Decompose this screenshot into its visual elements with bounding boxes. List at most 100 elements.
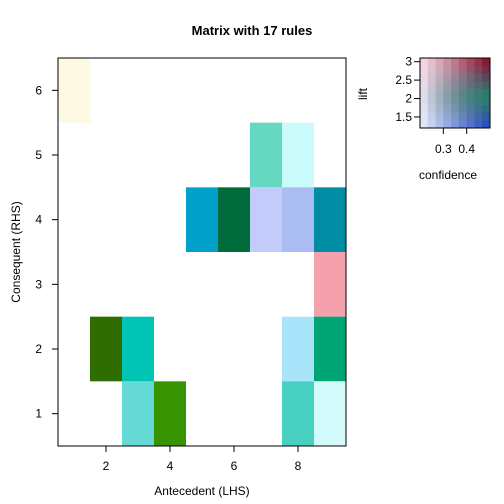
legend-swatch: [474, 96, 483, 105]
legend-swatch: [474, 58, 483, 67]
legend-swatch: [466, 104, 475, 113]
legend-swatch: [474, 65, 483, 74]
chart-title: Matrix with 17 rules: [192, 23, 313, 38]
rule-cell: [282, 316, 314, 382]
x-tick-label: 4: [167, 459, 174, 473]
rule-cell: [218, 187, 250, 252]
legend-swatch: [420, 120, 429, 129]
legend-swatch: [466, 81, 475, 90]
legend-swatch: [443, 89, 452, 98]
legend-swatch: [451, 120, 460, 129]
legend-swatch: [482, 65, 491, 74]
rule-cell: [250, 187, 282, 252]
legend-swatch: [482, 73, 491, 82]
color-key-legend: 0.3 0.4 1.5 2 2.5 3 confidence lift: [356, 55, 491, 182]
legend-swatch: [420, 112, 429, 121]
legend-swatch: [474, 73, 483, 82]
legend-swatch: [443, 81, 452, 90]
rule-cell: [58, 58, 90, 123]
rule-cell: [282, 381, 314, 446]
legend-swatch: [451, 104, 460, 113]
legend-swatch: [466, 96, 475, 105]
legend-swatch: [451, 81, 460, 90]
legend-swatch: [458, 104, 467, 113]
legend-y-tick-label: 2: [405, 92, 412, 106]
legend-swatch: [435, 104, 444, 113]
legend-swatch: [427, 120, 436, 129]
legend-swatch: [443, 73, 452, 82]
rule-cell: [314, 252, 346, 317]
x-tick-label: 2: [103, 459, 110, 473]
legend-swatch: [466, 89, 475, 98]
legend-swatch: [458, 112, 467, 121]
legend-swatch: [451, 112, 460, 121]
legend-swatch: [474, 81, 483, 90]
legend-swatch: [451, 96, 460, 105]
legend-swatch: [466, 73, 475, 82]
legend-swatch: [482, 112, 491, 121]
legend-color-grid: [420, 58, 491, 129]
legend-swatch: [482, 104, 491, 113]
legend-swatch: [427, 112, 436, 121]
legend-swatch: [443, 104, 452, 113]
legend-swatch: [435, 58, 444, 67]
legend-swatch: [443, 96, 452, 105]
legend-swatch: [466, 58, 475, 67]
legend-swatch: [435, 65, 444, 74]
y-tick-label: 4: [35, 213, 42, 227]
rule-cell: [314, 316, 346, 382]
legend-swatch: [420, 81, 429, 90]
legend-swatch: [482, 96, 491, 105]
legend-swatch: [420, 73, 429, 82]
legend-x-tick-label: 0.3: [435, 142, 452, 156]
legend-swatch: [451, 89, 460, 98]
legend-swatch: [482, 89, 491, 98]
legend-swatch: [451, 73, 460, 82]
legend-swatch: [420, 89, 429, 98]
legend-frame: [419, 57, 491, 129]
y-tick-label: 2: [35, 342, 42, 356]
y-tick-label: 3: [35, 277, 42, 291]
legend-swatch: [458, 89, 467, 98]
rule-cell: [186, 187, 218, 252]
legend-swatch: [435, 81, 444, 90]
legend-swatch: [451, 58, 460, 67]
legend-swatch: [458, 73, 467, 82]
heatmap-cells: [58, 58, 346, 446]
rule-cell: [314, 187, 346, 252]
legend-swatch: [427, 81, 436, 90]
legend-swatch: [443, 65, 452, 74]
legend-swatch: [451, 65, 460, 74]
legend-swatch: [474, 104, 483, 113]
legend-swatch: [427, 104, 436, 113]
legend-swatch: [482, 81, 491, 90]
legend-swatch: [420, 104, 429, 113]
legend-swatch: [443, 112, 452, 121]
rule-cell: [250, 122, 282, 188]
legend-x-label: confidence: [419, 168, 477, 182]
x-axis-ticks: 2 4 6 8: [103, 446, 302, 473]
legend-swatch: [474, 120, 483, 129]
legend-swatch: [427, 73, 436, 82]
legend-swatch: [435, 96, 444, 105]
y-tick-label: 1: [35, 407, 42, 421]
y-tick-label: 5: [35, 148, 42, 162]
legend-swatch: [420, 65, 429, 74]
legend-swatch: [427, 89, 436, 98]
rule-cell: [282, 122, 314, 188]
legend-y-ticks: 1.5 2 2.5 3: [395, 55, 420, 124]
legend-swatch: [427, 96, 436, 105]
legend-swatch: [435, 120, 444, 129]
legend-swatch: [474, 89, 483, 98]
legend-swatch: [466, 120, 475, 129]
y-tick-label: 6: [35, 83, 42, 97]
legend-swatch: [458, 120, 467, 129]
rule-cell: [154, 381, 186, 446]
legend-y-tick-label: 2.5: [395, 73, 412, 87]
legend-swatch: [458, 96, 467, 105]
legend-swatch: [443, 58, 452, 67]
legend-x-tick-label: 0.4: [458, 142, 475, 156]
legend-swatch: [474, 112, 483, 121]
legend-swatch: [427, 58, 436, 67]
